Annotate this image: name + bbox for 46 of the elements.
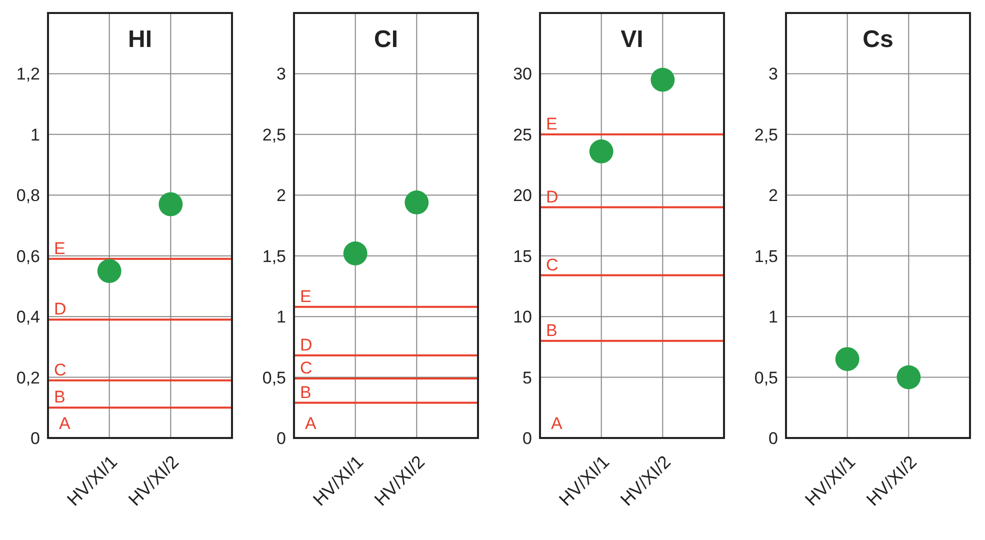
y-tick-label: 2 — [276, 186, 286, 206]
y-tick-label: 0,4 — [16, 308, 40, 327]
text: Cs — [862, 26, 894, 54]
annotation: A — [59, 414, 71, 433]
y-tick-label: 20 — [513, 186, 532, 206]
text: HI — [127, 26, 153, 54]
y-tick-label: 0,8 — [16, 186, 40, 206]
ref-line-label: B — [546, 320, 558, 340]
ref-line-label: C — [300, 358, 312, 378]
ref-line-label: B — [300, 382, 312, 402]
ref-line-label: C — [546, 255, 558, 274]
y-tick-label: 5 — [522, 368, 532, 388]
ref-line-label: B — [54, 388, 66, 407]
text: VI — [620, 26, 644, 54]
ref-line-label: D — [300, 336, 312, 354]
y-tick-label: 15 — [513, 246, 532, 266]
y-tick-label: 1 — [276, 308, 286, 327]
y-tick-label: 0 — [30, 429, 40, 448]
ref-line-label: C — [54, 360, 66, 380]
y-tick-label: 0,2 — [16, 368, 40, 388]
text: CI — [373, 26, 399, 54]
annotation: A — [305, 414, 317, 433]
y-tick-label: 30 — [513, 64, 532, 84]
y-tick-label: 2 — [768, 186, 778, 206]
y-tick-label: 0 — [522, 429, 532, 448]
y-tick-label: 1,5 — [754, 246, 778, 266]
y-tick-label: 0,5 — [754, 368, 778, 388]
ref-line-label: E — [300, 286, 312, 306]
y-tick-label: 0,6 — [16, 246, 40, 266]
y-tick-label: 0 — [276, 429, 286, 448]
y-tick-label: 1,5 — [262, 246, 286, 266]
ref-line-label: E — [54, 238, 66, 258]
annotation: A — [551, 414, 563, 433]
y-tick-label: 1 — [768, 308, 778, 327]
y-tick-label: 3 — [768, 64, 778, 84]
y-tick-label: 2,5 — [754, 125, 778, 144]
ref-line-label: E — [546, 114, 558, 134]
y-tick-label: 1,2 — [16, 64, 40, 84]
y-tick-label: 25 — [513, 125, 532, 144]
y-tick-label: 0 — [768, 429, 778, 448]
y-tick-label: 3 — [276, 64, 286, 84]
y-tick-label: 1 — [30, 125, 40, 144]
y-tick-label: 2,5 — [262, 125, 286, 144]
y-tick-label: 10 — [513, 308, 532, 327]
y-tick-label: 0,5 — [262, 368, 286, 388]
ref-line-label: D — [54, 300, 66, 319]
